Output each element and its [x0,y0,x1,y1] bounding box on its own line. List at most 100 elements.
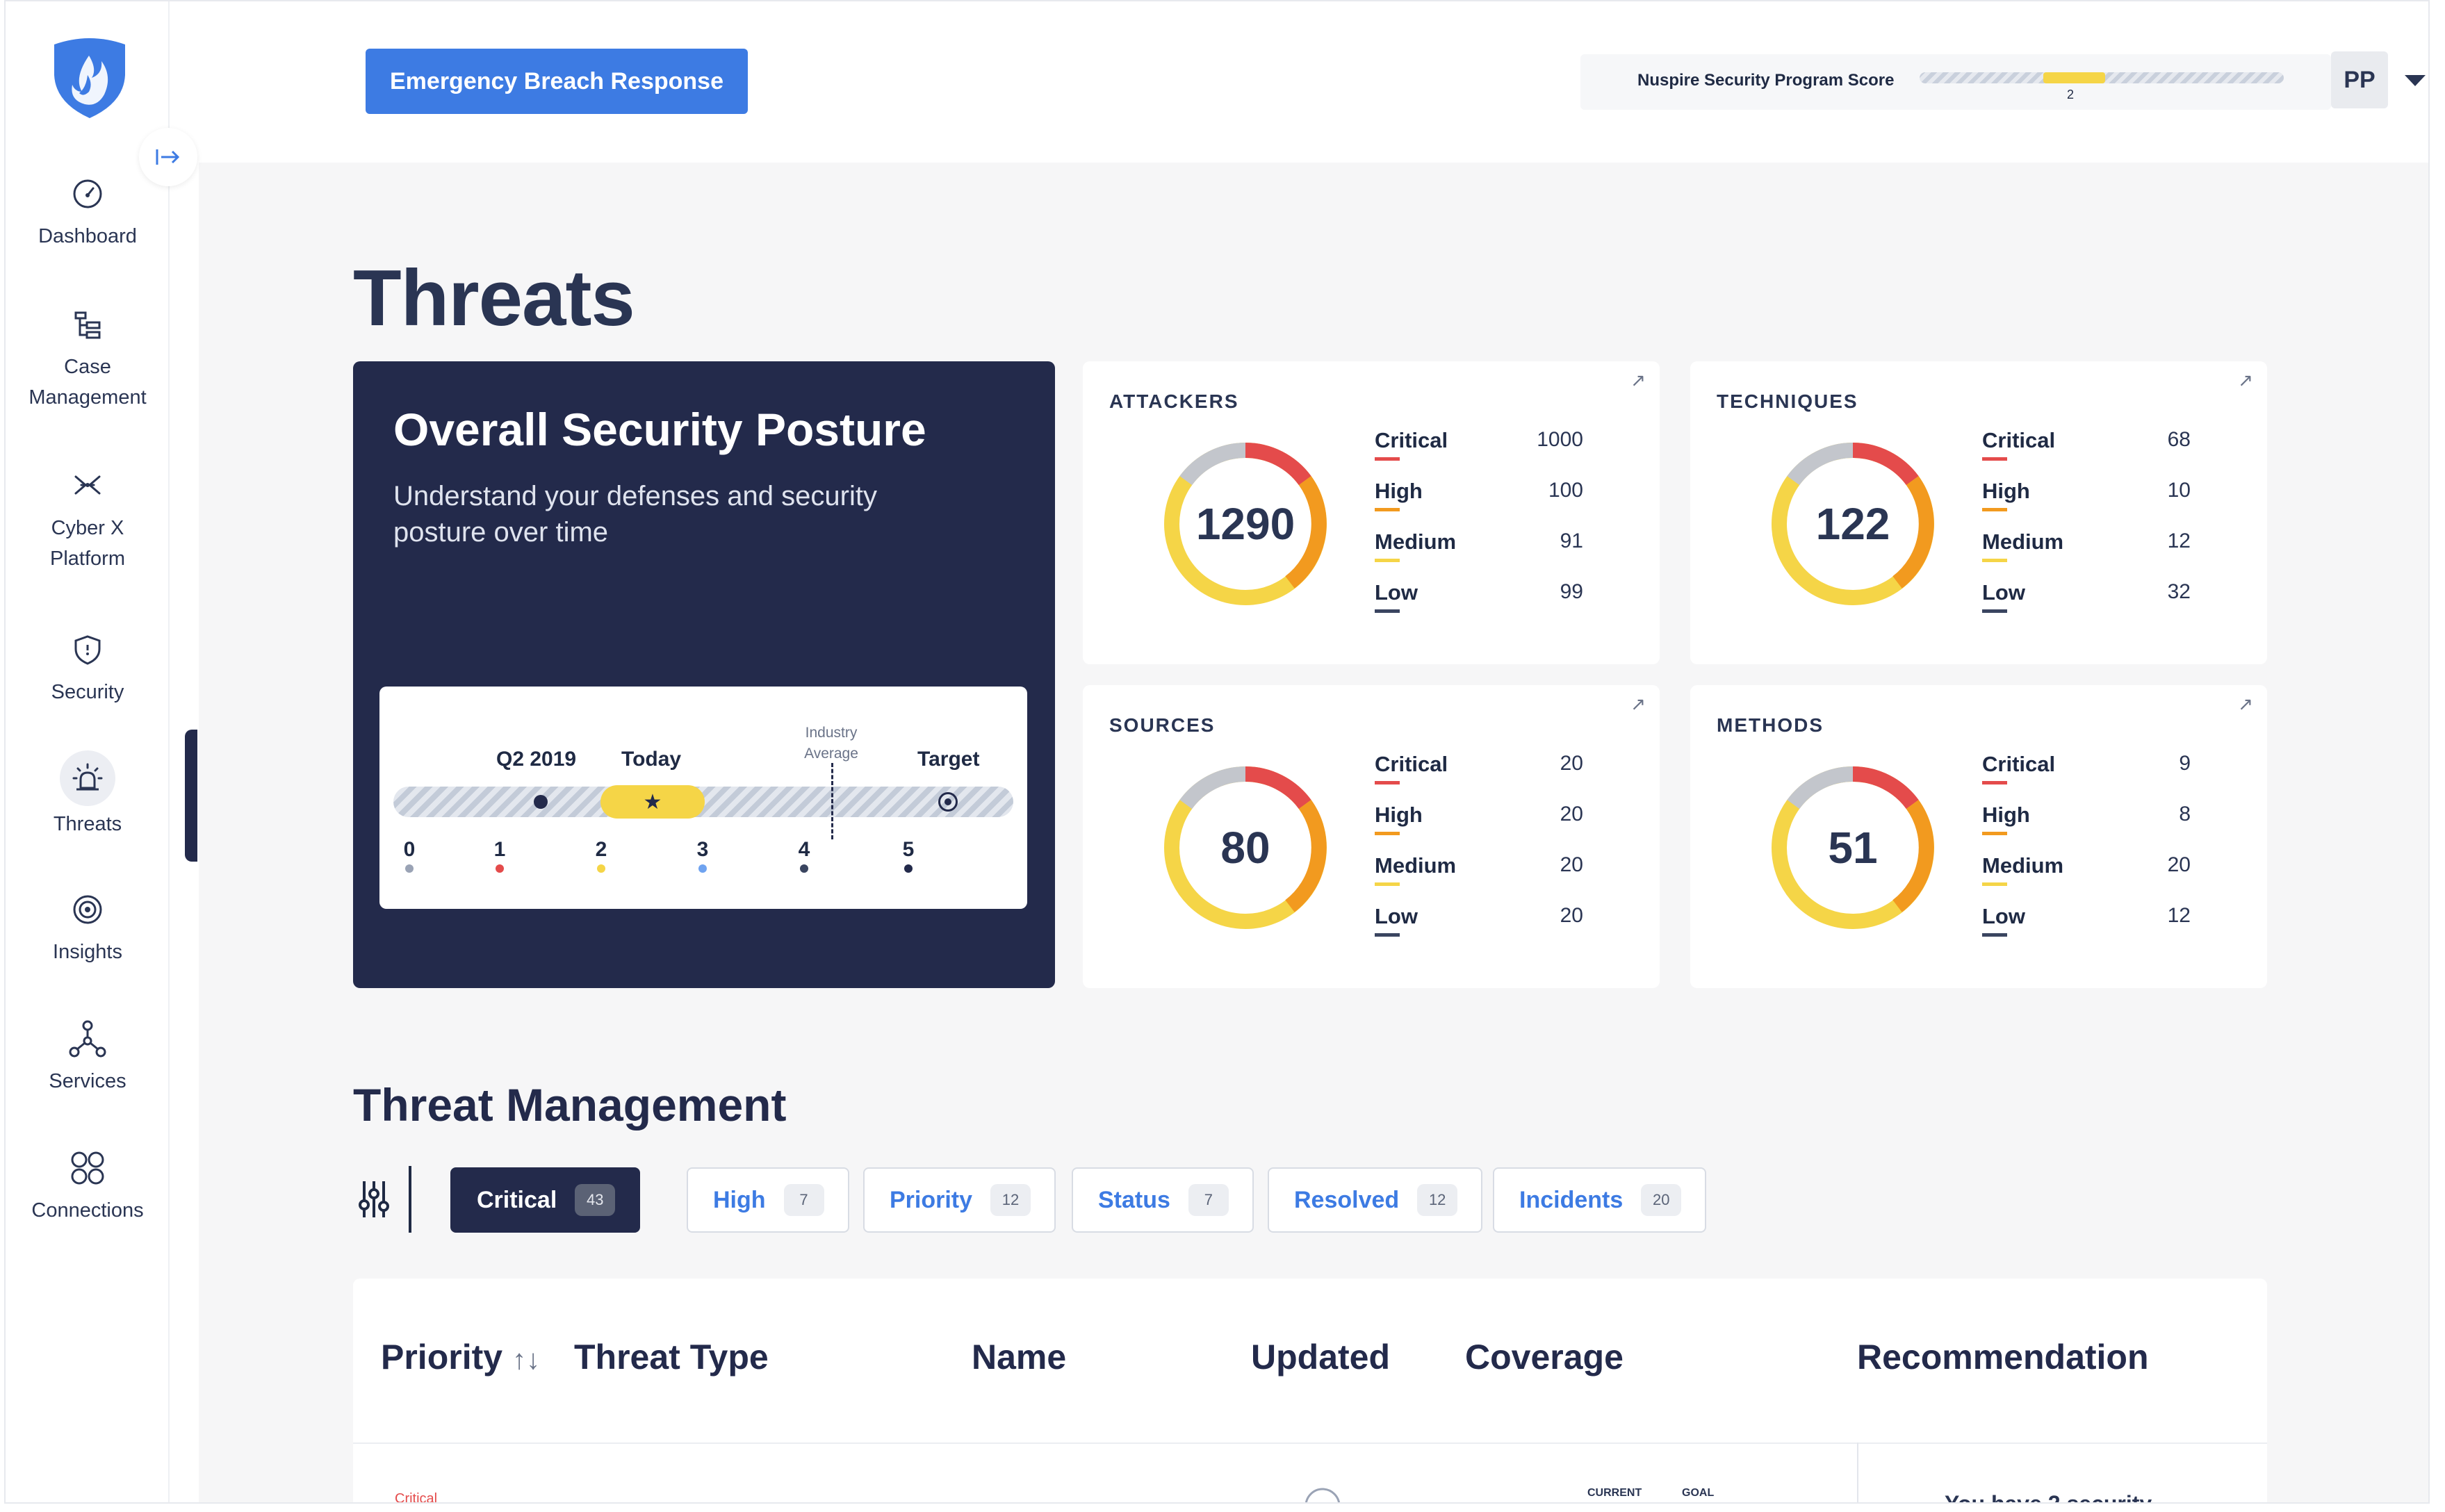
donut-chart [1772,766,1934,929]
cyber-x-platform-icon [67,466,108,506]
legend-color-bar [1375,933,1400,937]
filter-label: Incidents [1519,1186,1624,1213]
target-icon [938,792,958,812]
expand-icon[interactable]: ↗ [1630,370,1646,391]
legend-label: Low [1982,580,2025,605]
sidebar-item-cyber-x-platform[interactable]: Cyber X Platform [6,466,170,574]
tick-dot [496,864,504,873]
legend-color-bar [1982,559,2007,562]
legend-row-critical: Critical 68 [1982,428,2191,461]
methods-card[interactable]: METHODS ↗ 51 Critical 9 High 8 Medium 20… [1690,685,2267,988]
legend-row-high: High 8 [1982,803,2191,835]
sources-card[interactable]: SOURCES ↗ 80 Critical 20 High 20 Medium … [1083,685,1660,988]
sidebar-item-connections[interactable]: Connections [6,1148,170,1226]
sidebar-item-security[interactable]: Security [6,630,170,707]
recommendation-text: You have 2 security [1945,1491,2152,1504]
timeline-q2-label: Q2 2019 [496,748,577,771]
legend-row-medium: Medium 91 [1375,529,1583,562]
legend-label: Medium [1982,853,2064,878]
legend-row-high: High 20 [1375,803,1583,835]
filter-count: 12 [1417,1184,1458,1216]
security-posture-card[interactable]: Overall Security Posture Understand your… [353,361,1055,988]
legend-label: Critical [1982,428,2056,452]
filter-count: 7 [783,1184,824,1216]
timeline-tick: 0 [399,838,420,873]
donut-chart [1164,443,1327,605]
legend-value: 68 [2167,428,2191,451]
techniques-card[interactable]: TECHNIQUES ↗ 122 Critical 68 High 10 Med… [1690,361,2267,664]
sort-icon[interactable]: ↑↓ [512,1345,540,1375]
legend-color-bar [1982,508,2007,511]
filter-label: Status [1098,1186,1170,1213]
donut-total: 80 [1220,823,1270,873]
legend-value: 20 [2167,853,2191,876]
donut-chart [1772,443,1934,605]
chevron-down-icon[interactable] [2405,75,2426,86]
legend-value: 20 [1560,803,1583,825]
timeline-tick: 1 [489,838,510,873]
legend-color-bar [1375,508,1400,511]
filter-status[interactable]: Status 7 [1072,1167,1254,1233]
sidebar-item-label: Insights [53,941,122,963]
column-header-name[interactable]: Name [972,1338,1067,1377]
filter-priority[interactable]: Priority 12 [863,1167,1056,1233]
sidebar-collapse-button[interactable] [139,128,197,186]
attackers-card[interactable]: ATTACKERS ↗ 1290 Critical 1000 High 100 … [1083,361,1660,664]
column-header-recommendation[interactable]: Recommendation [1857,1338,2149,1377]
expand-icon[interactable]: ↗ [1630,693,1646,714]
alarm-icon [60,750,115,806]
sidebar-item-services[interactable]: Services [6,1019,170,1096]
filter-sliders-icon[interactable] [359,1178,389,1220]
security-program-score[interactable]: Nuspire Security Program Score 2 [1580,54,2331,110]
legend-label: Critical [1375,428,1448,452]
column-header-coverage[interactable]: Coverage [1465,1338,1624,1377]
sidebar-item-label: Cyber X Platform [50,517,125,570]
industry-average-marker [831,763,833,839]
posture-timeline: Q2 2019 Today Industry Average Target ★ … [379,687,1027,909]
card-title: ATTACKERS [1109,391,1239,412]
dashboard-icon [67,174,108,214]
expand-icon[interactable]: ↗ [2238,693,2253,714]
nuspire-logo-icon[interactable] [49,35,131,118]
filter-incidents[interactable]: Incidents 20 [1493,1167,1707,1233]
legend-label: High [1982,803,2030,827]
legend-value: 9 [2179,752,2191,775]
sidebar-item-label: Services [49,1070,126,1092]
sidebar-item-insights[interactable]: Insights [6,889,170,967]
coverage-goal-label: GOAL [1682,1487,1715,1499]
donut-total: 122 [1815,499,1890,549]
sidebar-item-threats[interactable]: Threats [6,750,170,839]
column-header-threat-type[interactable]: Threat Type [574,1338,769,1377]
shield-icon [67,630,108,670]
legend-row-high: High 100 [1375,479,1583,511]
sidebar-item-case-management[interactable]: Case Management [6,304,170,413]
filter-high[interactable]: High 7 [687,1167,849,1233]
filter-critical[interactable]: Critical 43 [450,1167,641,1233]
filter-count: 43 [575,1184,616,1216]
coverage-current-label: CURRENT [1587,1487,1642,1499]
legend-value: 20 [1560,904,1583,927]
column-header-updated[interactable]: Updated [1251,1338,1390,1377]
column-divider [1857,1443,1858,1502]
column-header-priority[interactable]: Priority ↑↓ [381,1338,540,1377]
legend-color-bar [1982,933,2007,937]
legend-color-bar [1375,559,1400,562]
legend-label: High [1982,479,2030,503]
avatar[interactable]: PP [2331,51,2388,108]
legend-color-bar [1375,832,1400,835]
legend-label: Critical [1375,752,1448,776]
filter-count: 12 [990,1184,1031,1216]
network-icon [67,1019,108,1059]
expand-icon[interactable]: ↗ [2238,370,2253,391]
legend-color-bar [1375,457,1400,461]
sidebar-item-dashboard[interactable]: Dashboard [6,174,170,252]
legend-label: Medium [1375,853,1457,878]
legend-value: 91 [1560,529,1583,552]
posture-subtitle: Understand your defenses and security po… [393,481,877,548]
sidebar-item-label: Threats [53,813,122,835]
emergency-breach-response-button[interactable]: Emergency Breach Response [366,49,748,114]
filter-resolved[interactable]: Resolved 12 [1268,1167,1483,1233]
legend-value: 12 [2167,529,2191,552]
connections-icon [67,1148,108,1188]
tick-dot [800,864,808,873]
